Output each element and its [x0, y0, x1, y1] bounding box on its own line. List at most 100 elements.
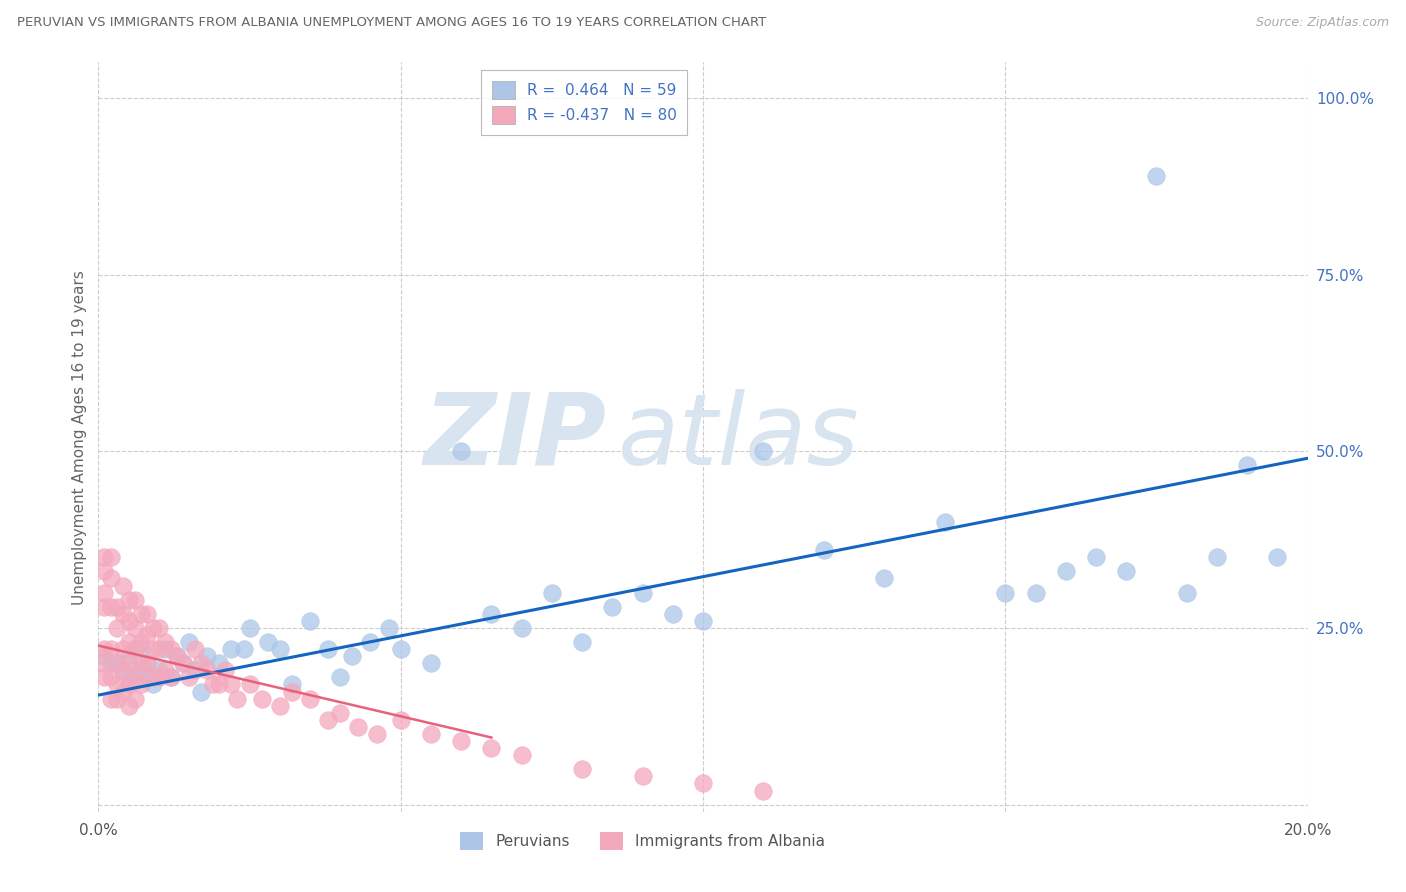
Point	[692, 776, 714, 790]
Point	[135, 607, 157, 621]
Point	[221, 642, 243, 657]
Point	[329, 670, 352, 684]
Point	[360, 635, 382, 649]
Point	[142, 677, 165, 691]
Point	[172, 657, 194, 671]
Point	[142, 621, 165, 635]
Point	[232, 642, 254, 657]
Point	[105, 677, 128, 691]
Point	[142, 670, 165, 684]
Point	[269, 698, 291, 713]
Point	[221, 677, 243, 691]
Point	[93, 565, 115, 579]
Point	[153, 635, 176, 649]
Point	[118, 677, 141, 691]
Point	[602, 599, 624, 614]
Point	[118, 657, 141, 671]
Point	[540, 585, 562, 599]
Point	[105, 599, 128, 614]
Point	[1236, 458, 1258, 473]
Point	[135, 657, 157, 671]
Point	[1054, 565, 1077, 579]
Point	[299, 614, 322, 628]
Point	[160, 670, 183, 684]
Point	[118, 698, 141, 713]
Point	[100, 670, 122, 684]
Point	[111, 578, 134, 592]
Point	[184, 664, 207, 678]
Point	[195, 649, 218, 664]
Point	[90, 657, 112, 671]
Point	[118, 614, 141, 628]
Point	[148, 642, 170, 657]
Point	[873, 571, 896, 585]
Text: ZIP: ZIP	[423, 389, 606, 485]
Point	[93, 550, 115, 565]
Point	[105, 657, 128, 671]
Point	[166, 649, 188, 664]
Point	[124, 642, 146, 657]
Point	[129, 642, 152, 657]
Point	[148, 670, 170, 684]
Point	[160, 642, 183, 657]
Point	[510, 621, 533, 635]
Point	[752, 783, 775, 797]
Point	[752, 444, 775, 458]
Point	[1206, 550, 1229, 565]
Point	[118, 670, 141, 684]
Point	[299, 691, 322, 706]
Point	[93, 670, 115, 684]
Point	[111, 664, 134, 678]
Point	[571, 762, 593, 776]
Point	[692, 614, 714, 628]
Point	[124, 592, 146, 607]
Point	[316, 642, 339, 657]
Point	[124, 691, 146, 706]
Point	[105, 691, 128, 706]
Point	[148, 621, 170, 635]
Point	[93, 649, 115, 664]
Point	[166, 649, 188, 664]
Point	[124, 642, 146, 657]
Point	[316, 713, 339, 727]
Point	[135, 657, 157, 671]
Point	[129, 664, 152, 678]
Text: PERUVIAN VS IMMIGRANTS FROM ALBANIA UNEMPLOYMENT AMONG AGES 16 TO 19 YEARS CORRE: PERUVIAN VS IMMIGRANTS FROM ALBANIA UNEM…	[17, 16, 766, 29]
Point	[100, 657, 122, 671]
Point	[153, 664, 176, 678]
Point	[208, 657, 231, 671]
Point	[129, 607, 152, 621]
Point	[179, 670, 201, 684]
Point	[389, 642, 412, 657]
Point	[208, 677, 231, 691]
Point	[202, 677, 225, 691]
Point	[129, 677, 152, 691]
Point	[239, 621, 262, 635]
Point	[135, 628, 157, 642]
Point	[190, 657, 212, 671]
Point	[135, 670, 157, 684]
Point	[124, 670, 146, 684]
Point	[1085, 550, 1108, 565]
Point	[510, 748, 533, 763]
Point	[450, 734, 472, 748]
Point	[389, 713, 412, 727]
Text: atlas: atlas	[619, 389, 860, 485]
Point	[118, 592, 141, 607]
Point	[190, 684, 212, 698]
Point	[93, 599, 115, 614]
Point	[269, 642, 291, 657]
Point	[172, 657, 194, 671]
Point	[250, 691, 273, 706]
Point	[124, 621, 146, 635]
Point	[129, 635, 152, 649]
Point	[195, 664, 218, 678]
Point	[1115, 565, 1137, 579]
Point	[100, 691, 122, 706]
Point	[160, 670, 183, 684]
Point	[184, 642, 207, 657]
Point	[661, 607, 683, 621]
Point	[179, 635, 201, 649]
Point	[1175, 585, 1198, 599]
Point	[100, 642, 122, 657]
